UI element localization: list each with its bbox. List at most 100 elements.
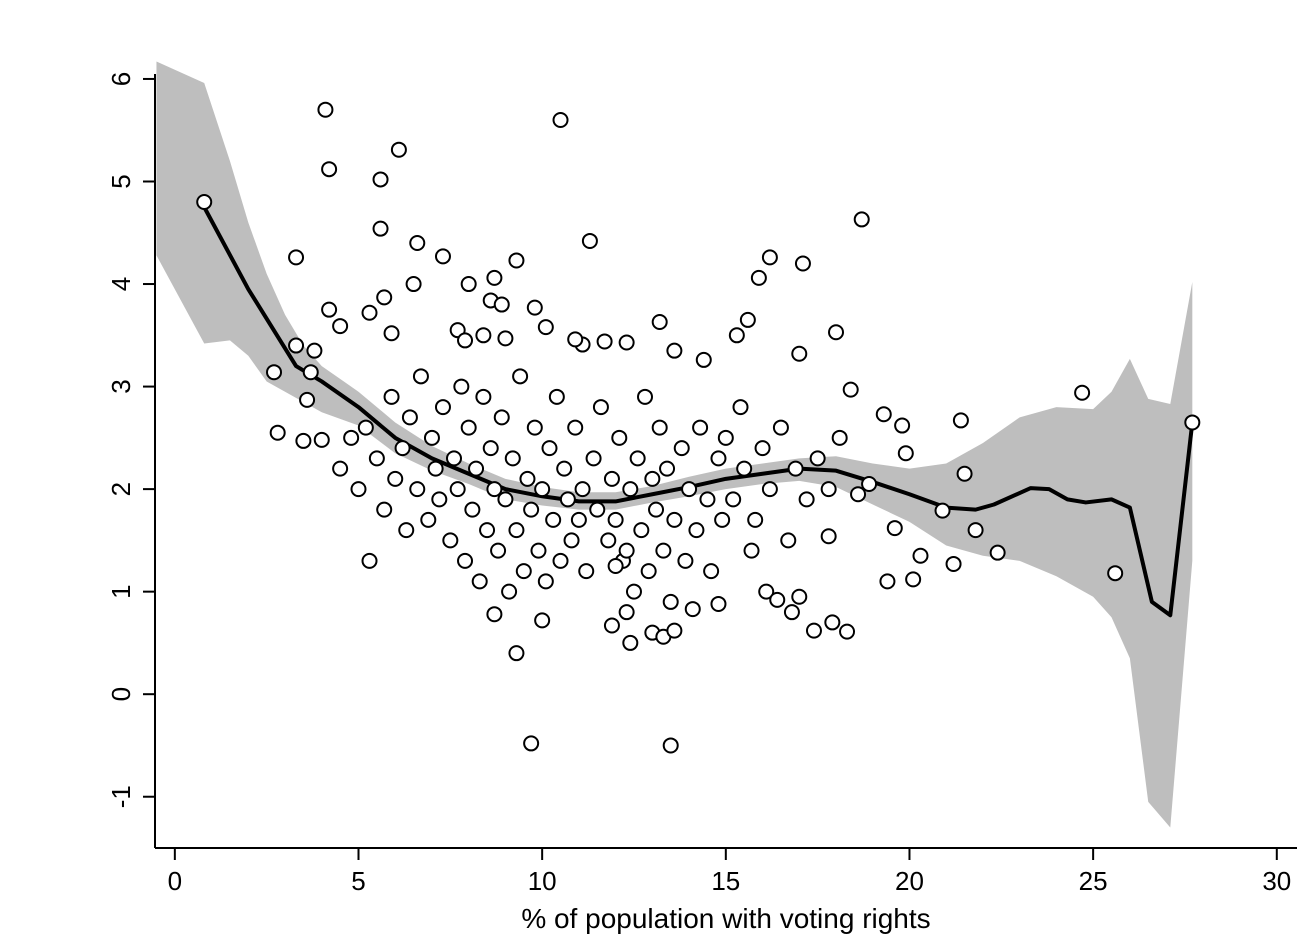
point [651, 419, 668, 436]
point [460, 276, 477, 293]
point [717, 429, 734, 446]
point [427, 460, 444, 477]
point [603, 470, 620, 487]
point [780, 532, 797, 549]
point [460, 419, 477, 436]
point [585, 450, 602, 467]
point [479, 522, 496, 539]
y-tick-label: -1 [106, 785, 136, 808]
point [552, 552, 569, 569]
point [791, 345, 808, 362]
point [475, 388, 492, 405]
y-tick-label: 2 [106, 482, 136, 496]
point [405, 276, 422, 293]
point [567, 419, 584, 436]
point [394, 440, 411, 457]
point [434, 248, 451, 265]
point [607, 558, 624, 575]
point [699, 491, 716, 508]
point [905, 571, 922, 588]
point [490, 542, 507, 559]
point [648, 501, 665, 518]
point [622, 481, 639, 498]
point [486, 606, 503, 623]
point [754, 440, 771, 457]
x-tick-label: 5 [351, 866, 365, 896]
point [468, 460, 485, 477]
point [501, 583, 518, 600]
point [508, 252, 525, 269]
point [659, 460, 676, 477]
point [600, 532, 617, 549]
point [570, 511, 587, 528]
point [317, 101, 334, 118]
point [376, 501, 393, 518]
point [662, 593, 679, 610]
point [743, 542, 760, 559]
point [897, 445, 914, 462]
point [581, 232, 598, 249]
point [607, 511, 624, 528]
y-tick-label: 6 [106, 72, 136, 86]
point [673, 440, 690, 457]
point [420, 511, 437, 528]
point [912, 547, 929, 564]
point [387, 470, 404, 487]
y-tick-label: 3 [106, 379, 136, 393]
point [710, 595, 727, 612]
point [739, 311, 756, 328]
point [967, 522, 984, 539]
point [390, 141, 407, 158]
point [989, 544, 1006, 561]
point [519, 470, 536, 487]
point [431, 491, 448, 508]
point [552, 111, 569, 128]
point [956, 465, 973, 482]
point [850, 486, 867, 503]
point [1107, 565, 1124, 582]
point [681, 481, 698, 498]
point [306, 342, 323, 359]
point [545, 511, 562, 528]
y-tick-label: 1 [106, 584, 136, 598]
point [578, 563, 595, 580]
point [820, 481, 837, 498]
point [269, 424, 286, 441]
point [736, 460, 753, 477]
point [839, 623, 856, 640]
point [486, 481, 503, 498]
point [409, 481, 426, 498]
point [321, 161, 338, 178]
point [798, 491, 815, 508]
point [592, 399, 609, 416]
point [471, 573, 488, 590]
point [361, 304, 378, 321]
point [541, 440, 558, 457]
point [508, 522, 525, 539]
point [886, 520, 903, 537]
point [787, 460, 804, 477]
point [805, 622, 822, 639]
point [497, 330, 514, 347]
point [266, 364, 283, 381]
point [794, 255, 811, 272]
point [761, 481, 778, 498]
point [728, 327, 745, 344]
point [412, 368, 429, 385]
point [603, 617, 620, 634]
point [831, 429, 848, 446]
point [376, 289, 393, 306]
point [482, 440, 499, 457]
point [684, 601, 701, 618]
point [434, 399, 451, 416]
point [710, 450, 727, 467]
point [732, 399, 749, 416]
point [622, 634, 639, 651]
point [526, 299, 543, 316]
point [625, 583, 642, 600]
point [486, 269, 503, 286]
point [523, 735, 540, 752]
point [747, 511, 764, 528]
point [313, 431, 330, 448]
